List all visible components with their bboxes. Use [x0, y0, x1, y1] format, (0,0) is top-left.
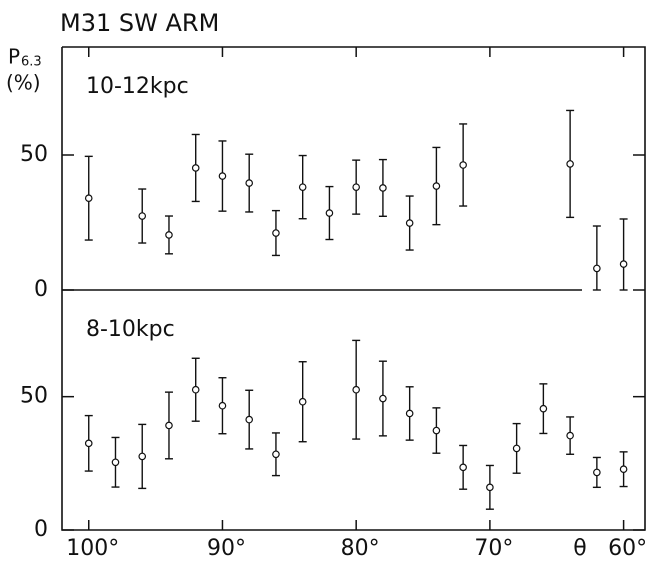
data-point	[191, 385, 200, 394]
data-point	[111, 458, 120, 467]
data-point	[298, 183, 307, 191]
data-point	[218, 401, 227, 410]
y-label-symbol: P	[8, 45, 20, 69]
data-point	[619, 465, 628, 474]
y-tick-label: 0	[34, 277, 48, 302]
data-point	[539, 404, 548, 413]
chart-title: M31 SW ARM	[60, 9, 219, 37]
plot-frame	[61, 46, 646, 531]
data-point	[352, 385, 360, 394]
data-point	[379, 394, 387, 403]
data-point	[432, 426, 441, 435]
x-tick-label: 70°	[474, 536, 513, 561]
y-tick-label: 50	[20, 142, 48, 167]
data-point	[593, 468, 601, 477]
y-label-unit: (%)	[6, 71, 41, 95]
data-point	[405, 219, 414, 227]
x-tick-label: 100°	[66, 536, 119, 561]
y-tick-label: 50	[20, 384, 48, 409]
x-tick-label: 80°	[341, 536, 380, 561]
panel-label: 10-12kpc	[86, 74, 189, 99]
data-point	[138, 212, 147, 220]
data-point	[352, 183, 360, 191]
data-point	[245, 179, 254, 187]
data-point	[165, 421, 173, 430]
data-point	[165, 231, 173, 239]
data-point	[566, 431, 574, 440]
data-point	[486, 483, 494, 492]
data-point	[325, 209, 334, 217]
data-point	[432, 182, 441, 190]
data-point	[459, 161, 467, 169]
data-point	[84, 194, 93, 203]
data-point	[566, 160, 574, 168]
data-point	[512, 444, 521, 453]
y-label-subscript: 6.3	[21, 55, 42, 70]
data-point	[459, 463, 467, 472]
data-point	[298, 397, 307, 406]
data-point	[191, 164, 200, 172]
data-point	[218, 172, 227, 180]
data-point	[593, 264, 601, 273]
data-point	[84, 439, 93, 448]
data-point	[245, 415, 254, 424]
panel-label: 8-10kpc	[86, 317, 175, 342]
data-point	[272, 229, 280, 237]
x-label: θ	[573, 536, 586, 561]
data-point	[379, 184, 387, 192]
y-tick-label: 0	[34, 517, 48, 542]
x-tick-label: 60°	[608, 536, 647, 561]
data-point	[619, 260, 628, 268]
data-point	[138, 452, 147, 461]
data-point	[405, 409, 414, 418]
x-tick-label: 90°	[207, 536, 246, 561]
data-point	[272, 450, 280, 459]
